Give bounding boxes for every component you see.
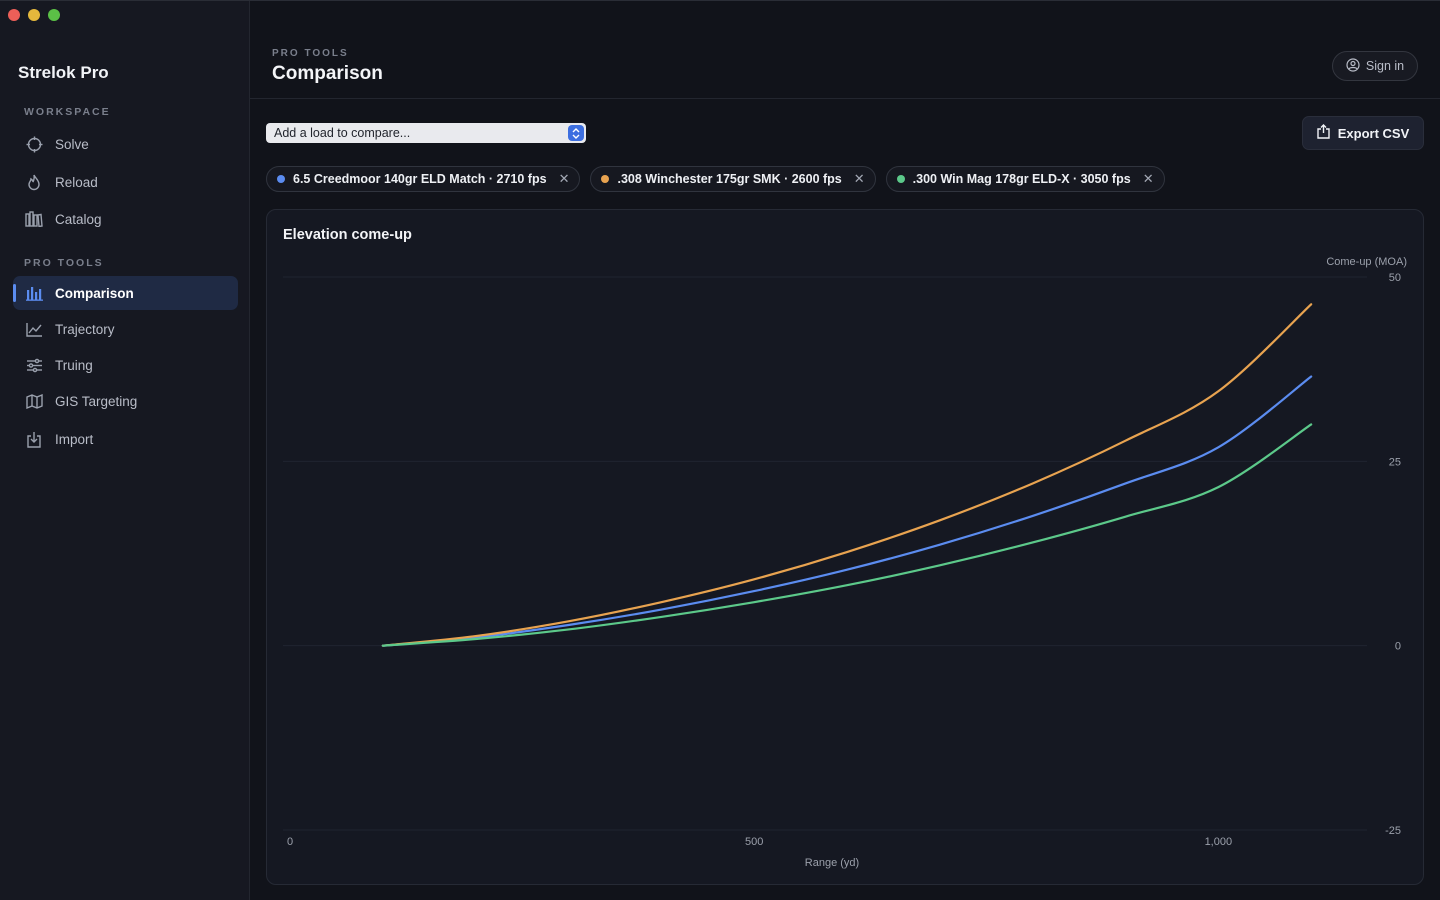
close-icon[interactable]: ✕ xyxy=(558,171,570,186)
zoom-window-button[interactable] xyxy=(48,9,60,21)
protools-section-label: PRO TOOLS xyxy=(24,257,104,269)
series-line xyxy=(381,423,1313,647)
sidebar-item-reload[interactable]: Reload xyxy=(13,165,238,199)
sign-in-label: Sign in xyxy=(1365,59,1405,73)
y-tick-label: 0 xyxy=(1395,641,1401,653)
close-icon[interactable]: ✕ xyxy=(853,171,865,186)
sidebar-item-truing[interactable]: Truing xyxy=(13,348,238,382)
sidebar-item-label: Trajectory xyxy=(55,321,115,337)
y-axis-label: Come-up (MOA) xyxy=(1326,256,1407,268)
sidebar-item-gis-targeting[interactable]: GIS Targeting xyxy=(13,384,238,418)
series-color-dot xyxy=(277,175,285,183)
elevation-chart: 50 25 0 -25 Come-up (MOA) 0 500 1,000 Range (yd) xyxy=(283,256,1407,869)
load-chips: 6.5 Creedmoor 140gr ELD Match · 2710 fps… xyxy=(266,166,1165,192)
flame-icon xyxy=(25,173,43,191)
import-icon xyxy=(25,430,43,448)
sidebar-item-solve[interactable]: Solve xyxy=(13,127,238,161)
sidebar-item-import[interactable]: Import xyxy=(13,422,238,456)
x-axis-label: Range (yd) xyxy=(805,857,859,869)
y-tick-label: 50 xyxy=(1389,272,1401,284)
series-color-dot xyxy=(896,175,905,183)
series-line xyxy=(381,375,1313,647)
sliders-icon xyxy=(25,356,43,374)
page-header: PRO TOOLS Comparison Sign in xyxy=(250,1,1440,99)
load-chip[interactable]: .308 Winchester 175gr SMK · 2600 fps ✕ xyxy=(590,166,876,192)
workspace-section-label: WORKSPACE xyxy=(24,106,111,118)
sidebar-item-label: Truing xyxy=(55,357,93,373)
y-tick-label: 25 xyxy=(1389,456,1401,468)
load-chip-label: .308 Winchester 175gr SMK · 2600 fps xyxy=(617,172,842,186)
sidebar-item-label: Comparison xyxy=(55,285,134,301)
sidebar: Strelok Pro WORKSPACE Solve Reload Catal… xyxy=(0,1,250,900)
main-content: PRO TOOLS Comparison Sign in Add a load … xyxy=(250,1,1440,900)
share-icon xyxy=(1317,124,1330,142)
user-circle-icon xyxy=(1346,57,1360,75)
chart-title: Elevation come-up xyxy=(283,227,412,243)
crosshair-icon xyxy=(25,135,43,153)
close-window-button[interactable] xyxy=(8,9,20,21)
sign-in-button[interactable]: Sign in xyxy=(1332,51,1418,81)
sidebar-item-label: Solve xyxy=(55,136,89,152)
bar-chart-icon xyxy=(25,284,43,302)
library-icon xyxy=(25,210,43,228)
chart-card: Elevation come-up 50 25 0 -25 Come-up (MOA) 0… xyxy=(266,209,1424,885)
sidebar-item-trajectory[interactable]: Trajectory xyxy=(13,312,238,346)
load-chip-label: .300 Win Mag 178gr ELD-X · 3050 fps xyxy=(912,172,1131,186)
sidebar-item-catalog[interactable]: Catalog xyxy=(13,202,238,236)
select-stepper-icon xyxy=(568,125,584,141)
export-csv-button[interactable]: Export CSV xyxy=(1302,116,1424,150)
line-chart-icon xyxy=(25,320,43,338)
close-icon[interactable]: ✕ xyxy=(1142,171,1154,186)
page-eyebrow: PRO TOOLS xyxy=(272,48,349,59)
load-chip[interactable]: 6.5 Creedmoor 140gr ELD Match · 2710 fps… xyxy=(266,166,581,192)
sidebar-item-label: Import xyxy=(55,431,94,447)
series-color-dot xyxy=(601,175,610,183)
minimize-window-button[interactable] xyxy=(28,9,40,21)
load-chip-label: 6.5 Creedmoor 140gr ELD Match · 2710 fps xyxy=(293,172,547,186)
series-line xyxy=(381,303,1313,647)
load-chip[interactable]: .300 Win Mag 178gr ELD-X · 3050 fps ✕ xyxy=(885,166,1165,192)
add-load-select[interactable]: Add a load to compare... xyxy=(266,123,586,143)
sidebar-item-label: Catalog xyxy=(55,211,102,227)
x-tick-label: 1,000 xyxy=(1205,836,1233,848)
sidebar-item-comparison[interactable]: Comparison xyxy=(13,276,238,310)
window-controls xyxy=(8,9,60,21)
sidebar-item-label: Reload xyxy=(55,174,98,190)
add-load-select-value: Add a load to compare... xyxy=(274,126,411,140)
page-title: Comparison xyxy=(272,63,383,84)
export-csv-label: Export CSV xyxy=(1337,125,1410,141)
x-tick-label: 0 xyxy=(287,836,293,848)
x-tick-label: 500 xyxy=(745,836,763,848)
y-tick-label: -25 xyxy=(1385,825,1401,837)
map-icon xyxy=(25,392,43,410)
sidebar-item-label: GIS Targeting xyxy=(55,393,138,409)
app-title: Strelok Pro xyxy=(18,63,109,82)
